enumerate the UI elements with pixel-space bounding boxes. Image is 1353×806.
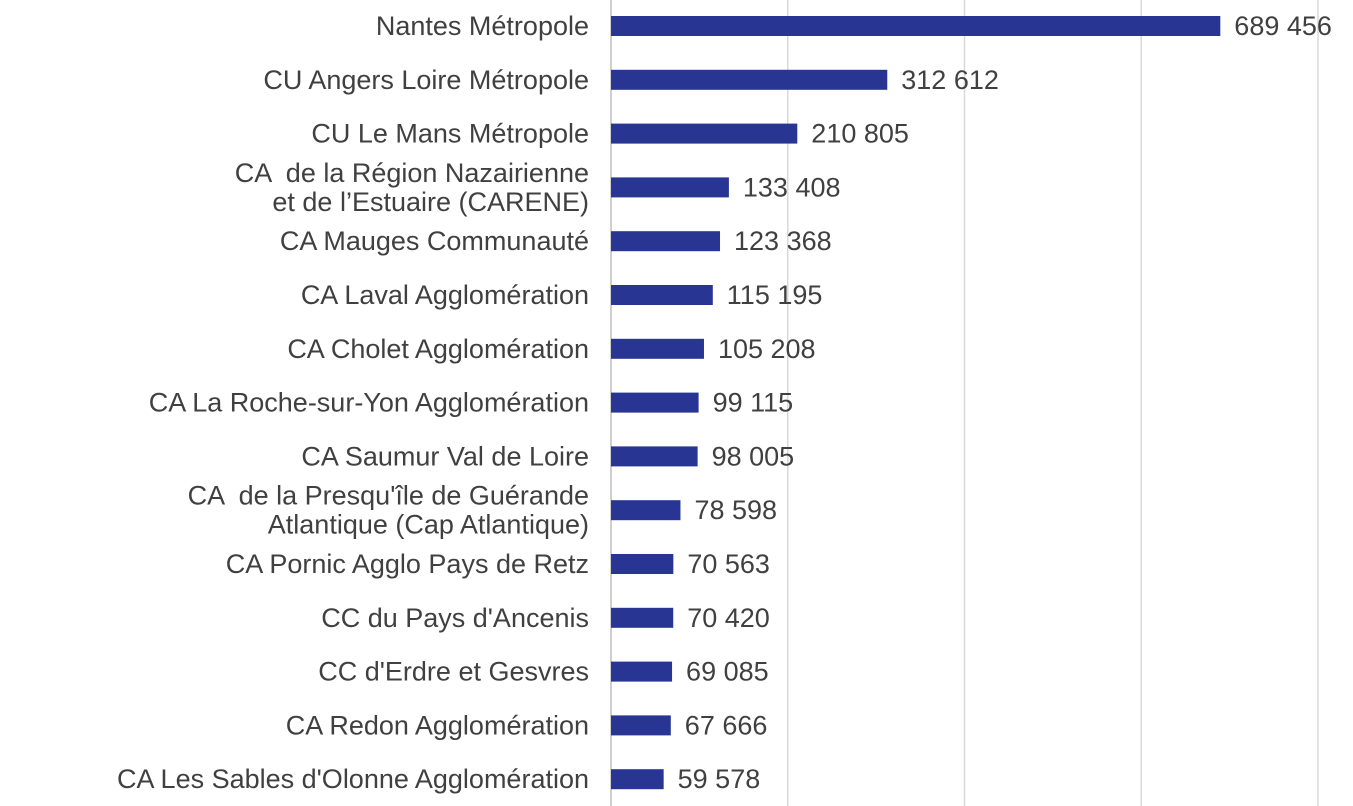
bar (611, 715, 671, 736)
data-label: 115 195 (727, 280, 823, 310)
bar (611, 16, 1221, 36)
category-label: CA La Roche-sur-Yon Agglomération (149, 388, 589, 418)
category-label: CA Laval Agglomération (301, 280, 589, 310)
bar (611, 769, 664, 790)
data-label: 133 408 (743, 172, 841, 202)
category-label: CC du Pays d'Ancenis (321, 603, 589, 633)
data-label: 70 420 (687, 603, 770, 633)
category-label: Atlantique (Cap Atlantique) (268, 510, 589, 540)
bar (611, 69, 888, 90)
category-label: Nantes Métropole (376, 11, 589, 41)
value-labels: 689 456 312 612 210 805 133 408 123 368 115 1… (678, 11, 1332, 794)
bar (611, 446, 698, 467)
category-labels: Nantes Métropole CU Angers Loire Métropol… (117, 11, 589, 794)
data-label: 312 612 (901, 65, 999, 95)
data-label: 78 598 (694, 495, 777, 525)
data-label: 210 805 (811, 119, 909, 149)
category-label: CA Mauges Communauté (280, 226, 589, 256)
category-label: CA Les Sables d'Olonne Agglomération (117, 764, 589, 794)
bar (611, 123, 798, 144)
data-label: 99 115 (713, 388, 794, 418)
bar (611, 500, 681, 521)
bar (611, 554, 674, 574)
category-label: CC d'Erdre et Gesvres (318, 657, 589, 687)
category-label: CU Angers Loire Métropole (263, 65, 589, 95)
category-label: CU Le Mans Métropole (311, 119, 589, 149)
bar (611, 607, 674, 628)
category-label: CA de la Région Nazairienne (235, 158, 589, 188)
data-label: 59 578 (678, 764, 761, 794)
category-label: CA Pornic Agglo Pays de Retz (226, 549, 589, 579)
bar (611, 177, 729, 198)
bar (611, 285, 713, 305)
bar (611, 661, 673, 682)
data-label: 689 456 (1234, 11, 1332, 41)
category-label: CA Redon Agglomération (286, 710, 589, 740)
data-label: 70 563 (687, 549, 770, 579)
bar (611, 231, 721, 252)
data-label: 69 085 (686, 657, 769, 687)
category-label: et de l’Estuaire (CARENE) (272, 187, 589, 217)
data-label: 98 005 (712, 441, 795, 471)
category-label: CA Saumur Val de Loire (301, 441, 589, 471)
bars (611, 16, 1221, 790)
bar (611, 392, 699, 413)
data-label: 67 666 (685, 710, 768, 740)
data-label: 123 368 (734, 226, 832, 256)
category-label: CA Cholet Agglomération (287, 334, 589, 364)
data-label: 105 208 (718, 334, 816, 364)
category-label: CA de la Presqu'île de Guérande (188, 481, 589, 511)
bar (611, 338, 704, 359)
